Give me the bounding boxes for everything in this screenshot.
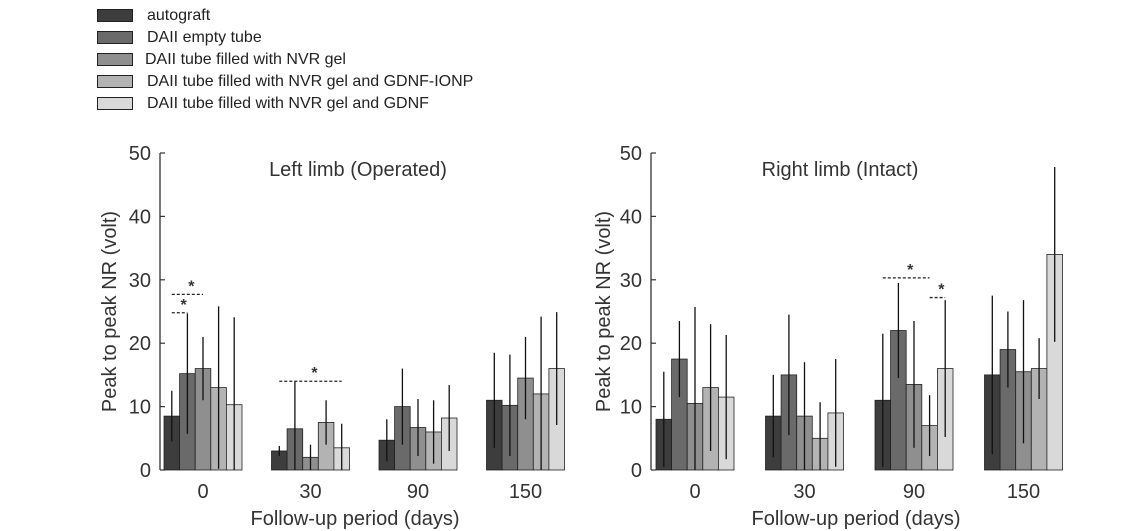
chart-title: Right limb (Intact) — [762, 159, 919, 181]
legend-label: autograft — [147, 7, 211, 24]
x-axis-label: Follow-up period (days) — [752, 508, 961, 530]
chart-panel-left: 0 10 20 30 40 50 Peak to peak NR (volt) Left li… — [99, 143, 565, 530]
y-tick-label: 40 — [620, 206, 642, 228]
significance-marker: * — [180, 297, 187, 314]
x-tick-label: 30 — [299, 481, 321, 503]
chart-panel-right: 0 10 20 30 40 50 Peak to peak NR (volt) Right l… — [593, 143, 1063, 530]
legend-label: DAII tube filled with NVR gel and GDNF-I… — [147, 73, 474, 90]
y-tick-label: 50 — [129, 143, 151, 165]
y-axis-label: Peak to peak NR (volt) — [593, 211, 615, 412]
legend-swatch-empty-tube — [97, 31, 133, 44]
legend-swatch-nvr-gel — [97, 53, 133, 66]
y-tick-label: 30 — [129, 270, 151, 292]
y-tick-label: 20 — [129, 333, 151, 355]
y-tick-label: 10 — [620, 397, 642, 419]
y-tick-label: 50 — [620, 143, 642, 165]
significance-marker: * — [311, 365, 318, 382]
x-tick-label: 150 — [509, 481, 542, 503]
significance-marker: * — [907, 262, 914, 279]
x-tick-label: 0 — [689, 481, 700, 503]
x-tick-label: 0 — [197, 481, 208, 503]
y-tick-label: 10 — [129, 397, 151, 419]
y-axis-label: Peak to peak NR (volt) — [99, 211, 121, 412]
y-tick-label: 0 — [140, 460, 151, 482]
x-axis-label: Follow-up period (days) — [251, 508, 460, 530]
x-tick-label: 90 — [407, 481, 429, 503]
legend-label: DAII tube filled with NVR gel and GDNF — [147, 95, 429, 112]
legend-swatch-gdnf — [97, 97, 133, 110]
legend-label: DAII tube filled with NVR gel — [145, 51, 346, 68]
significance-marker: * — [188, 278, 195, 295]
y-tick-label: 40 — [129, 206, 151, 228]
y-tick-label: 30 — [620, 270, 642, 292]
y-tick-label: 0 — [631, 460, 642, 482]
x-tick-label: 150 — [1007, 481, 1040, 503]
chart-title: Left limb (Operated) — [269, 159, 447, 181]
significance-marker: * — [938, 282, 945, 299]
legend-swatch-gdnf-ionp — [97, 75, 133, 88]
x-tick-label: 30 — [793, 481, 815, 503]
x-tick-label: 90 — [903, 481, 925, 503]
y-tick-label: 20 — [620, 333, 642, 355]
legend-label: DAII empty tube — [147, 29, 262, 46]
legend-swatch-autograft — [97, 9, 133, 22]
